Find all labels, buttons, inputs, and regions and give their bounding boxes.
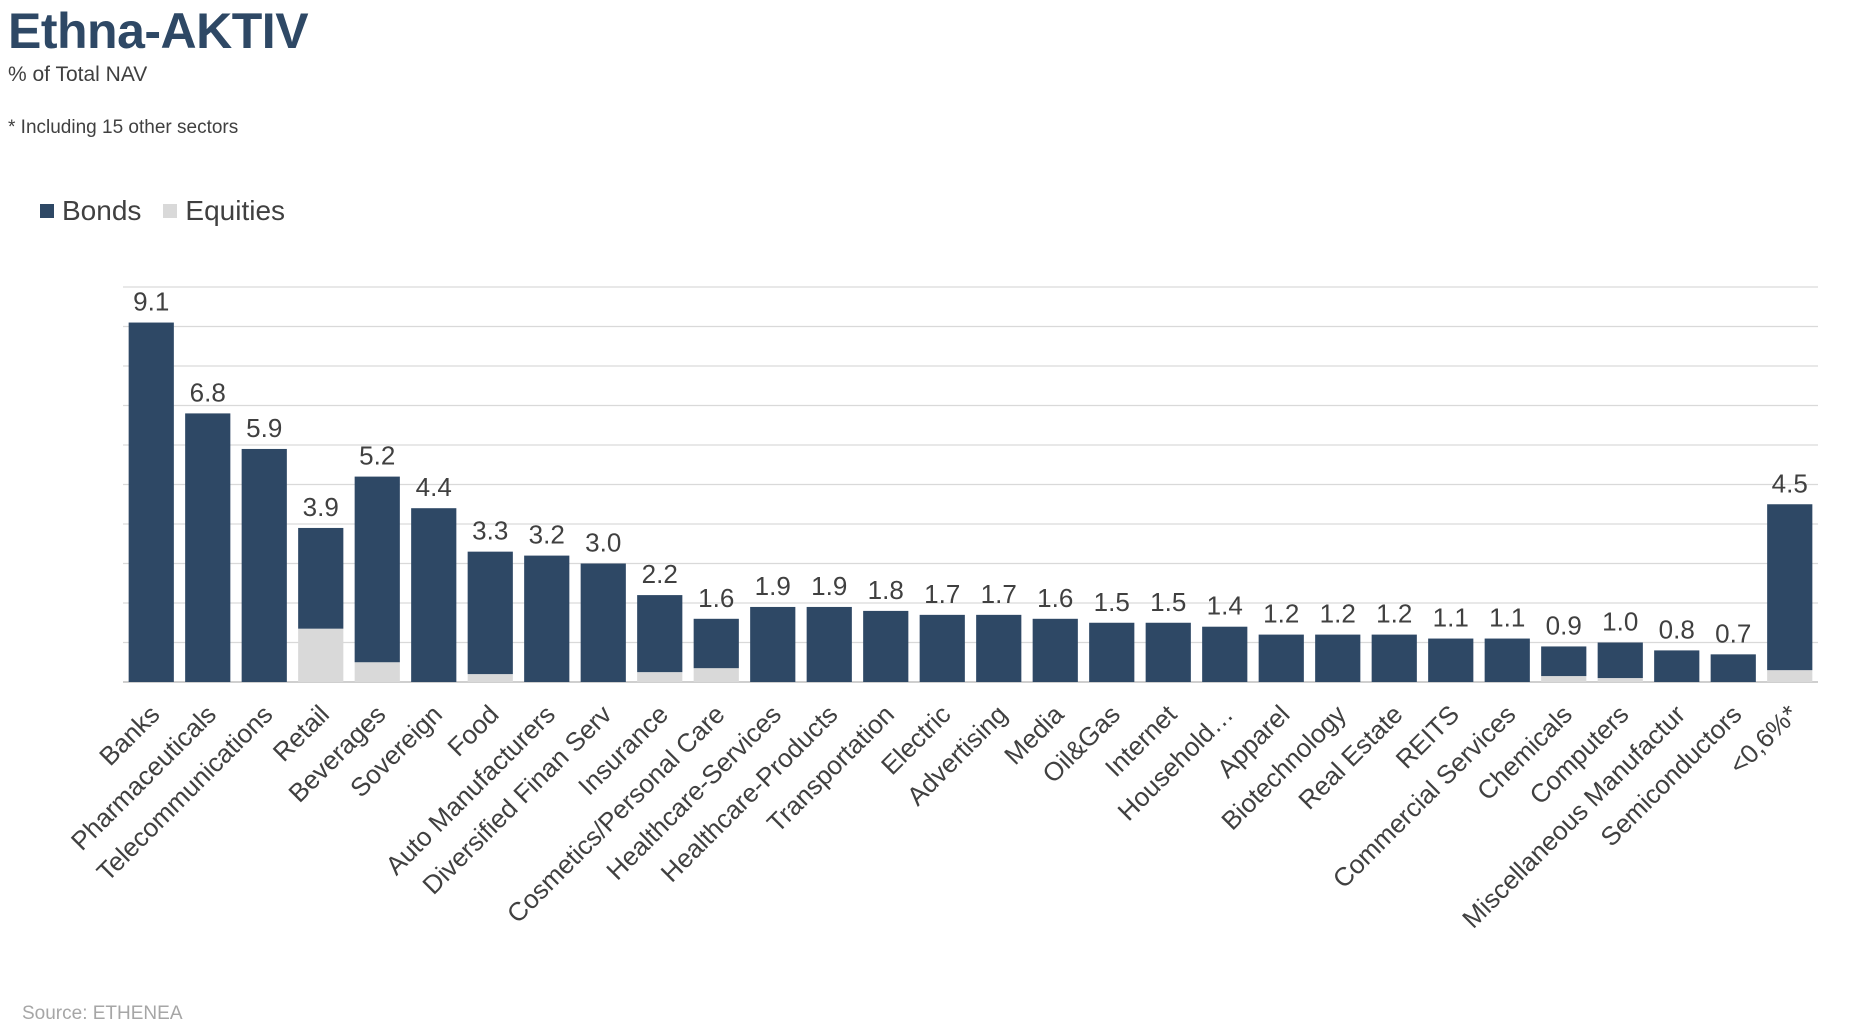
value-label: 3.9 [303, 492, 339, 522]
bar-bonds[interactable] [1428, 638, 1474, 682]
bar-equities[interactable] [1597, 678, 1643, 682]
legend-item-bonds[interactable]: Bonds [40, 195, 141, 227]
value-label: 6.8 [190, 377, 226, 407]
value-label: 1.2 [1263, 599, 1299, 629]
chart-footnote: * Including 15 other sectors [8, 117, 239, 138]
value-label: 1.8 [868, 575, 904, 605]
value-label: 1.0 [1602, 607, 1638, 637]
value-label: 1.1 [1489, 603, 1525, 633]
bar-bonds[interactable] [580, 563, 626, 683]
value-label: 1.2 [1376, 599, 1412, 629]
value-label: 3.0 [585, 528, 621, 558]
value-label: 9.1 [133, 287, 169, 317]
value-label: 1.9 [755, 571, 791, 601]
value-label: 1.2 [1320, 599, 1356, 629]
value-label: 1.5 [1094, 587, 1130, 617]
bar-bonds[interactable] [128, 322, 174, 682]
value-label: 1.5 [1150, 587, 1186, 617]
bar-bonds[interactable] [298, 527, 344, 629]
chart-title: Ethna-AKTIV [8, 3, 309, 59]
bar-bonds[interactable] [185, 413, 231, 682]
bar-equities[interactable] [637, 672, 683, 682]
legend: Bonds Equities [40, 195, 307, 227]
value-label: 0.8 [1659, 614, 1695, 644]
bar-equities[interactable] [298, 628, 344, 682]
value-label: 1.1 [1433, 603, 1469, 633]
bar-bonds[interactable] [1202, 626, 1248, 682]
bar-bonds[interactable] [1371, 634, 1417, 682]
bar-equities[interactable] [354, 662, 400, 682]
bar-bonds[interactable] [1089, 622, 1135, 682]
legend-item-equities[interactable]: Equities [163, 195, 285, 227]
gridlines [123, 286, 1818, 683]
value-label: 1.7 [924, 579, 960, 609]
value-labels: 9.1 6.8 5.9 3.9 5.2 4.4 3.3 3.2 3.0 2.2 1.6 1.9 1.9 1… [133, 287, 1808, 649]
bar-bonds[interactable] [1258, 634, 1304, 682]
value-label: 2.2 [642, 559, 678, 589]
bar-bonds[interactable] [241, 448, 287, 682]
value-label: 1.6 [698, 583, 734, 613]
bar-bonds[interactable] [637, 595, 683, 673]
value-label: 4.4 [416, 472, 452, 502]
bar-bonds[interactable] [1315, 634, 1361, 682]
bars [128, 322, 1813, 683]
x-axis-labels: BanksPharmaceuticalsTelecommunicationsRe… [65, 698, 1804, 933]
value-label: 1.6 [1037, 583, 1073, 613]
bar-bonds[interactable] [863, 610, 909, 682]
bar-bonds[interactable] [1032, 618, 1078, 682]
bar-bonds[interactable] [1710, 654, 1756, 682]
bar-equities[interactable] [1541, 676, 1587, 682]
value-label: 0.7 [1715, 618, 1751, 648]
value-label: 4.5 [1772, 468, 1808, 498]
value-label: 5.2 [359, 441, 395, 471]
legend-label-bonds: Bonds [62, 195, 142, 226]
bar-bonds[interactable] [1145, 622, 1191, 682]
bar-bonds[interactable] [919, 614, 965, 682]
value-label: 1.9 [811, 571, 847, 601]
source-note: Source: ETHENEA [22, 1003, 183, 1024]
value-label: 1.7 [981, 579, 1017, 609]
bar-bonds[interactable] [411, 508, 457, 682]
bar-bonds[interactable] [693, 618, 739, 669]
value-label: 5.9 [246, 413, 282, 443]
legend-swatch-bonds [40, 204, 54, 218]
bar-bonds[interactable] [1597, 642, 1643, 679]
legend-swatch-equities [163, 204, 178, 218]
value-label: 3.2 [529, 520, 565, 550]
bar-equities[interactable] [1767, 670, 1813, 682]
bar-equities[interactable] [693, 668, 739, 682]
bar-bonds[interactable] [467, 551, 513, 675]
bar-equities[interactable] [467, 674, 513, 682]
value-label: 0.9 [1546, 610, 1582, 640]
bar-bonds[interactable] [1654, 650, 1700, 682]
bar-bonds[interactable] [524, 555, 570, 682]
chart-subtitle: % of Total NAV [8, 63, 148, 86]
value-label: 3.3 [472, 516, 508, 546]
bar-bonds[interactable] [750, 606, 796, 682]
bar-bonds[interactable] [1541, 646, 1587, 677]
bar-bonds[interactable] [806, 606, 852, 682]
value-label: 1.4 [1207, 591, 1243, 621]
legend-label-equities: Equities [185, 195, 286, 226]
bar-bonds[interactable] [1484, 638, 1530, 682]
bar-bonds[interactable] [354, 476, 400, 663]
bar-bonds[interactable] [976, 614, 1022, 682]
bar-bonds[interactable] [1767, 504, 1813, 671]
